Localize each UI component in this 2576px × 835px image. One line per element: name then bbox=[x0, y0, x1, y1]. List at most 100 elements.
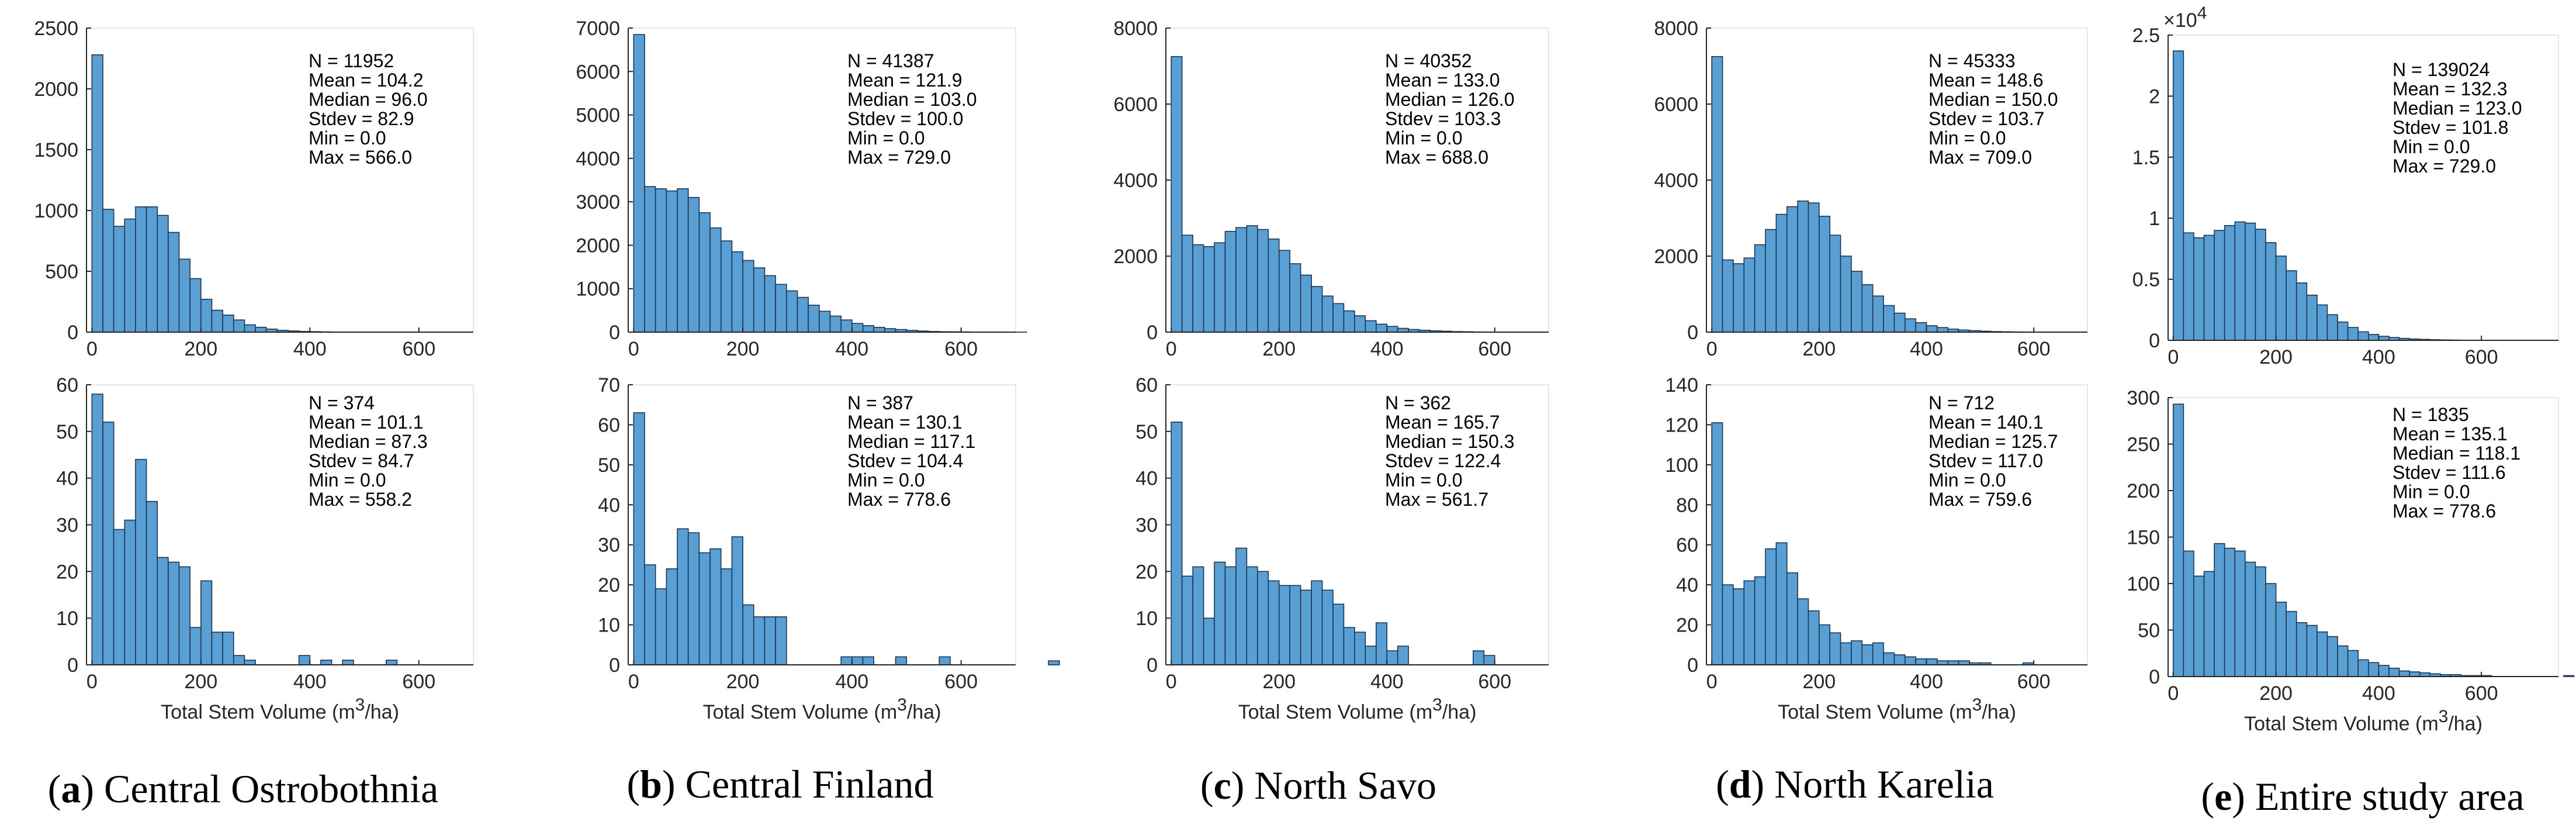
histogram-bar bbox=[189, 278, 202, 333]
stat-line: Mean = 104.2 bbox=[309, 70, 424, 91]
histogram-bar bbox=[1861, 284, 1874, 333]
histogram-panel-b-top: 0 200 400 60001000200030004000500060007000N… bbox=[576, 18, 1027, 360]
histogram-bar bbox=[2172, 403, 2184, 677]
histogram-bar bbox=[633, 34, 645, 333]
histogram-panel-e-bottom: 0 200 400 600 0 50 100 150 200 250 300 N = 1835Mean… bbox=[2127, 387, 2575, 735]
histogram-bar bbox=[720, 568, 733, 665]
histogram-bar bbox=[2214, 230, 2225, 341]
histogram-bar bbox=[1214, 561, 1226, 665]
stat-line: Min = 0.0 bbox=[2393, 136, 2470, 157]
histogram-bar bbox=[1743, 257, 1756, 333]
x-axis-label: Total Stem Volume (m3/ha) bbox=[2244, 707, 2482, 735]
histogram-bar bbox=[1343, 627, 1355, 665]
stat-line: Min = 0.0 bbox=[1928, 470, 2006, 491]
x-axis-label: Total Stem Volume (m3/ha) bbox=[1238, 695, 1477, 723]
histogram-bar bbox=[1893, 312, 1906, 333]
histogram-bar bbox=[644, 186, 656, 333]
histogram-bar bbox=[1722, 584, 1734, 665]
y-tick-label: 8000 bbox=[1113, 18, 1158, 40]
y-tick-label: 6000 bbox=[1654, 94, 1698, 116]
histogram-bar bbox=[135, 458, 147, 665]
histogram-bar bbox=[1840, 256, 1852, 333]
histogram-bar bbox=[1851, 271, 1863, 333]
x-tick-label: 400 bbox=[2362, 682, 2395, 705]
histogram-bar bbox=[222, 315, 234, 333]
y-tick-label: 50 bbox=[56, 421, 78, 443]
histogram-bar bbox=[1872, 295, 1884, 333]
histogram-bar bbox=[873, 327, 885, 333]
stat-line: Median = 118.1 bbox=[2393, 443, 2520, 464]
y-tick-label: 10 bbox=[56, 608, 78, 630]
histogram-bar bbox=[2378, 665, 2390, 677]
histogram-bar bbox=[851, 656, 864, 665]
histogram-bar bbox=[1235, 227, 1248, 333]
stat-line: Median = 87.3 bbox=[309, 431, 428, 452]
stat-line: Mean = 148.6 bbox=[1928, 70, 2044, 91]
x-axis-label: Total Stem Volume (m3/ha) bbox=[703, 695, 941, 723]
histogram-bar bbox=[1257, 571, 1269, 665]
stat-line: Median = 126.0 bbox=[1385, 89, 1515, 110]
stat-line: N = 11952 bbox=[309, 50, 394, 71]
histogram-bar bbox=[255, 326, 267, 333]
x-tick-label: 200 bbox=[1802, 338, 1836, 360]
histogram-bar bbox=[244, 324, 256, 333]
histogram-bar bbox=[113, 529, 126, 665]
histogram-bar bbox=[2183, 550, 2194, 677]
stat-line: Max = 709.0 bbox=[1928, 147, 2032, 168]
stat-line: Max = 688.0 bbox=[1385, 147, 1488, 168]
histogram-bar bbox=[731, 536, 743, 665]
histogram-bar bbox=[233, 319, 245, 333]
panel-caption: (c) North Savo bbox=[1200, 763, 1436, 808]
y-tick-label: 1.5 bbox=[2132, 147, 2160, 169]
histogram-bar bbox=[1235, 547, 1248, 665]
y-tick-label: 4000 bbox=[1113, 170, 1158, 192]
histogram-bar bbox=[1354, 315, 1366, 333]
y-tick-label: 2000 bbox=[34, 78, 78, 101]
histogram-bar bbox=[687, 532, 700, 665]
histogram-bar bbox=[1904, 656, 1916, 665]
histogram-bar bbox=[233, 655, 245, 665]
stat-line: N = 374 bbox=[309, 392, 375, 413]
histogram-bar bbox=[1775, 213, 1788, 333]
histogram-bar bbox=[1915, 658, 1927, 665]
histogram-bar bbox=[178, 258, 191, 333]
histogram-bar bbox=[2337, 645, 2349, 677]
histogram-bar bbox=[1181, 234, 1193, 333]
histogram-bar bbox=[102, 209, 115, 333]
stat-line: Stdev = 82.9 bbox=[309, 108, 414, 129]
histogram-bar bbox=[2203, 234, 2215, 341]
x-tick-label: 600 bbox=[402, 338, 435, 360]
x-tick-label: 200 bbox=[1262, 671, 1296, 693]
histogram-bar bbox=[1278, 585, 1290, 665]
histogram-bar bbox=[1268, 238, 1280, 333]
histogram-bar bbox=[1797, 598, 1809, 665]
stat-line: Median = 150.3 bbox=[1385, 431, 1515, 452]
y-tick-label: 2500 bbox=[34, 18, 78, 40]
histogram-bar bbox=[2245, 561, 2256, 677]
y-tick-label: 80 bbox=[1676, 494, 1698, 516]
histogram-bar bbox=[1483, 655, 1495, 665]
stat-line: Stdev = 122.4 bbox=[1385, 450, 1501, 471]
histogram-bar bbox=[1851, 640, 1863, 665]
histogram-bar bbox=[342, 660, 354, 665]
stat-line: Mean = 121.9 bbox=[847, 70, 962, 91]
y-tick-label: 60 bbox=[56, 374, 78, 396]
histogram-bar bbox=[1278, 250, 1290, 333]
histogram-bar bbox=[764, 616, 776, 665]
histogram-bar bbox=[2265, 242, 2277, 341]
y-tick-label: 50 bbox=[1135, 421, 1158, 443]
y-tick-label: 100 bbox=[2127, 573, 2160, 595]
histogram-bar bbox=[1915, 322, 1927, 333]
histogram-bar bbox=[829, 315, 842, 333]
histogram-bar bbox=[157, 215, 169, 333]
histogram-bar bbox=[157, 557, 169, 665]
y-tick-label: 4000 bbox=[576, 148, 620, 170]
histogram-bar bbox=[840, 656, 853, 665]
histogram-bar bbox=[1743, 580, 1756, 665]
histogram-bar bbox=[2347, 650, 2359, 677]
stat-line: Median = 150.0 bbox=[1928, 89, 2058, 110]
y-tick-label: 1000 bbox=[576, 278, 620, 301]
histogram-bar bbox=[1171, 56, 1183, 333]
histogram-bar bbox=[1722, 259, 1734, 333]
